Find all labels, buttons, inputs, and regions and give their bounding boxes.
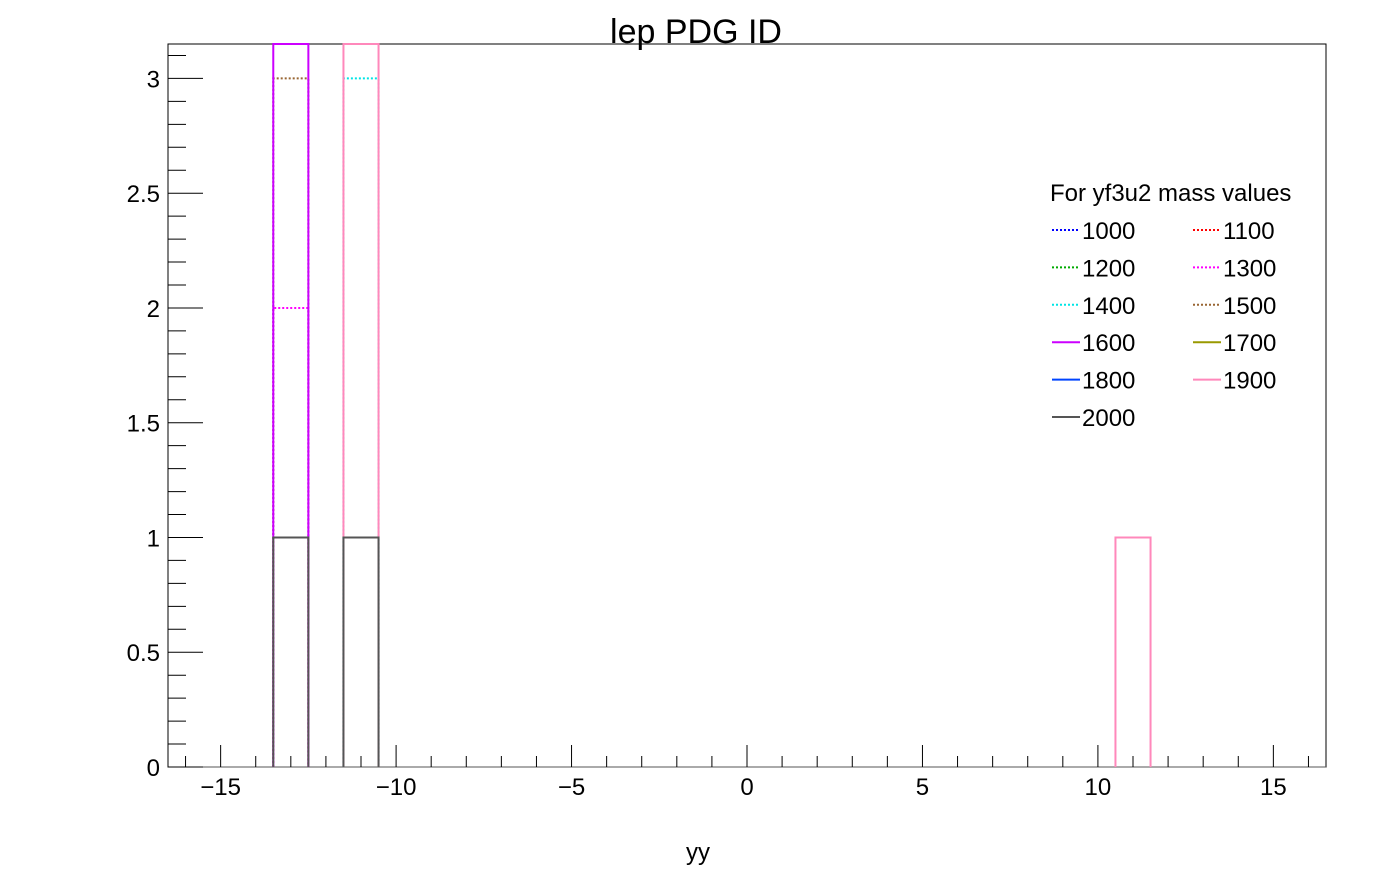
x-tick-label: −10 (376, 774, 417, 801)
y-tick-label: 1 (147, 525, 160, 552)
histogram-bin-1400-0 (342, 77, 380, 767)
histogram-bin-1900-1 (1114, 536, 1152, 767)
x-tick-label: 15 (1260, 774, 1287, 801)
legend-label-1400: 1400 (1082, 293, 1135, 320)
x-tick-label: 5 (916, 774, 929, 801)
y-tick-label: 1.5 (127, 411, 160, 438)
legend-label-1500: 1500 (1223, 293, 1276, 320)
x-tick-label: 0 (740, 774, 753, 801)
plot-frame (167, 43, 1327, 768)
legend-label-1900: 1900 (1223, 368, 1276, 395)
histogram-bin-1500-0 (272, 77, 310, 767)
y-tick-label: 0.5 (127, 640, 160, 667)
x-axis-label: yy (686, 839, 710, 866)
legend-label-1700: 1700 (1223, 330, 1276, 357)
x-axis-ticks: −15 −10 −5 0 5 10 15 (185, 745, 1309, 801)
legend-label-1600: 1600 (1082, 330, 1135, 357)
x-tick-label: −15 (200, 774, 241, 801)
chart-title: lep PDG ID (610, 13, 782, 51)
legend-label-1000: 1000 (1082, 218, 1135, 245)
legend-label-1100: 1100 (1223, 218, 1275, 245)
histogram-bin-1900-0 (342, 43, 380, 767)
y-tick-label: 2.5 (127, 181, 160, 208)
legend-label-1200: 1200 (1082, 255, 1135, 282)
legend-label-1800: 1800 (1082, 368, 1135, 395)
histogram-bin-1600-0 (272, 43, 310, 767)
y-tick-label: 2 (147, 296, 160, 323)
histogram-bin-2000-0 (272, 536, 310, 767)
legend-title: For yf3u2 mass values (1050, 180, 1291, 207)
y-tick-label: 0 (147, 755, 160, 782)
legend-label-2000: 2000 (1082, 405, 1135, 432)
legend: 1000 1100 1200 1300 1400 1500 1600 1700 1800 1900… (1052, 218, 1276, 432)
x-tick-label: 10 (1085, 774, 1112, 801)
histogram-bin-2000-1 (342, 536, 380, 767)
y-tick-label: 3 (147, 66, 160, 93)
y-axis-ticks: 0 0.5 1 1.5 2 2.5 3 (127, 54, 203, 782)
series-layer (168, 43, 1326, 768)
x-tick-label: −5 (558, 774, 585, 801)
legend-label-1300: 1300 (1223, 255, 1276, 282)
